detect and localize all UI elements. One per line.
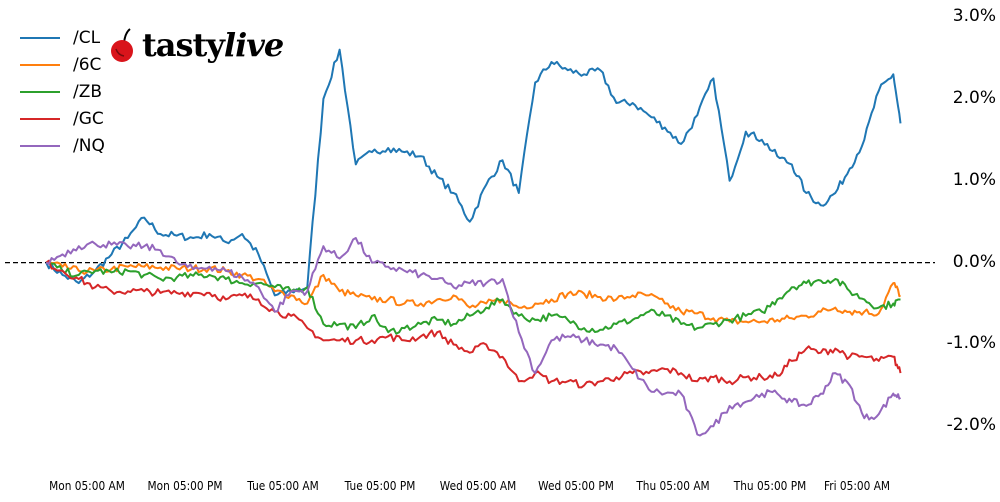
x-tick-label: Thu 05:00 PM: [733, 479, 807, 493]
x-tick-label: Tue 05:00 AM: [247, 479, 319, 493]
legend-swatch: [20, 144, 60, 147]
y-tick-label: 2.0%: [952, 87, 996, 108]
y-tick-label: -2.0%: [946, 415, 996, 436]
logo-wordmark: tastylive: [142, 26, 284, 64]
x-tick-label: Mon 05:00 AM: [49, 479, 125, 493]
legend-swatch: [20, 36, 60, 39]
legend-item-nq: /NQ: [20, 132, 105, 159]
x-tick-label: Fri 05:00 AM: [823, 479, 891, 493]
series-layer: [45, 48, 902, 437]
legend-label: /CL: [73, 27, 101, 48]
legend-item-6c: /6C: [20, 51, 105, 78]
legend-label: /GC: [73, 108, 104, 129]
x-tick-label: Wed 05:00 PM: [538, 479, 614, 493]
series-line-nq: [45, 237, 902, 437]
legend-label: /ZB: [73, 81, 103, 102]
legend-item-cl: /CL: [20, 24, 105, 51]
series-line-zb: [46, 261, 901, 335]
y-tick-label: 3.0%: [952, 6, 996, 26]
series-line-gc: [45, 259, 902, 389]
legend-item-zb: /ZB: [20, 78, 105, 105]
legend-swatch: [20, 117, 60, 120]
x-tick-label: Thu 05:00 AM: [636, 479, 710, 493]
legend-label: /6C: [73, 54, 102, 75]
legend-item-gc: /GC: [20, 105, 105, 132]
y-tick-label: -1.0%: [946, 333, 996, 354]
cherry-icon: [111, 28, 133, 62]
x-tick-label: Wed 05:00 AM: [439, 479, 517, 493]
legend-swatch: [20, 90, 60, 93]
legend-swatch: [20, 63, 60, 66]
legend-label: /NQ: [73, 135, 105, 156]
logo-word-tasty: tasty: [142, 26, 225, 64]
logo-word-live: live: [223, 26, 284, 64]
series-line-cl: [45, 48, 902, 297]
y-tick-label: 1.0%: [952, 169, 996, 190]
y-tick-label: 0.0%: [952, 251, 996, 272]
x-tick-label: Tue 05:00 PM: [344, 479, 416, 493]
x-tick-label: Mon 05:00 PM: [147, 479, 223, 493]
tastylive-logo: tastylive: [110, 26, 284, 64]
legend: /CL /6C /ZB /GC /NQ: [20, 24, 105, 159]
